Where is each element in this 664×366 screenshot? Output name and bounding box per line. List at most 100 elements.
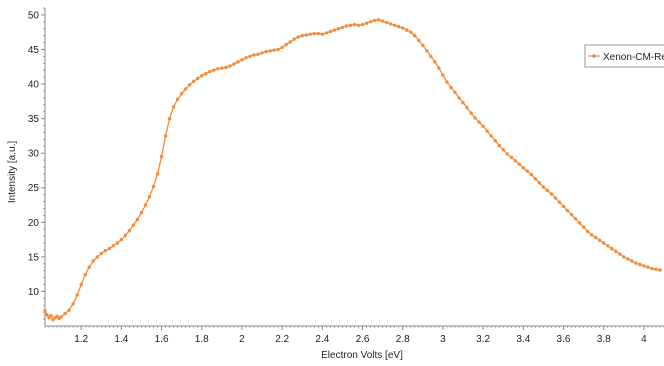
data-point (43, 309, 47, 313)
data-point (477, 120, 481, 124)
data-point (119, 237, 124, 242)
data-point (280, 45, 284, 50)
data-point (585, 229, 590, 233)
data-point (385, 20, 389, 25)
y-tick-label: 40 (28, 80, 40, 91)
y-axis-title: Intensity [a.u.] (7, 141, 18, 203)
data-point (284, 42, 288, 47)
data-point (352, 22, 357, 27)
data-point (288, 40, 292, 44)
series-line (44, 19, 661, 321)
data-point (171, 105, 176, 109)
data-point (316, 31, 320, 36)
data-point (473, 116, 477, 120)
data-point (493, 139, 497, 143)
data-point (304, 33, 308, 37)
x-tick-label: 2.6 (356, 334, 370, 345)
data-point (143, 203, 148, 207)
data-point (437, 66, 441, 70)
y-tick-label: 35 (28, 114, 40, 125)
data-point (425, 49, 429, 53)
data-point (634, 261, 638, 265)
data-point (260, 51, 264, 55)
y-tick-label: 50 (28, 10, 40, 21)
data-point (248, 54, 252, 59)
data-point (324, 31, 329, 35)
data-point (529, 172, 534, 177)
series-xenon-cm-re (43, 18, 662, 322)
data-point (232, 62, 236, 66)
data-point (497, 143, 501, 148)
data-point (147, 195, 152, 199)
data-point (83, 273, 87, 277)
data-point (67, 308, 71, 312)
data-point (409, 30, 413, 34)
data-point (622, 255, 626, 259)
data-point (577, 221, 582, 225)
data-point (549, 192, 554, 196)
data-point (167, 116, 172, 121)
data-point (405, 28, 409, 32)
data-point (75, 293, 79, 297)
data-point (433, 60, 437, 64)
x-tick-label: 3.6 (557, 334, 571, 345)
data-point (356, 23, 361, 27)
data-point (380, 19, 385, 23)
data-point (320, 32, 324, 36)
data-point (614, 249, 618, 253)
data-point (332, 28, 337, 32)
data-point (264, 49, 268, 54)
data-point (541, 185, 546, 189)
x-tick-label: 2.8 (396, 334, 410, 345)
data-point (163, 134, 168, 138)
data-point (401, 26, 405, 30)
data-point (192, 79, 196, 84)
data-point (59, 315, 63, 319)
data-point (340, 25, 345, 30)
x-tick-label: 3.2 (476, 334, 490, 345)
data-point (224, 65, 228, 70)
data-point (364, 21, 369, 25)
data-point (449, 85, 453, 90)
data-point (485, 129, 489, 133)
data-point (71, 302, 75, 306)
data-point (565, 208, 570, 213)
data-point (256, 52, 260, 56)
y-tick-label: 15 (28, 252, 40, 263)
y-axis-ticks: 10 15 20 25 30 35 40 45 50 (28, 7, 45, 320)
data-point (429, 54, 433, 59)
data-point (413, 34, 417, 38)
legend: Xenon-CM-Re (584, 44, 664, 68)
data-point (252, 53, 256, 57)
data-point (79, 282, 83, 287)
data-point (618, 252, 622, 256)
data-point (276, 47, 280, 52)
data-point (598, 238, 602, 242)
data-point (240, 58, 244, 62)
data-point (469, 111, 473, 115)
data-point (372, 18, 377, 23)
data-point (489, 134, 493, 138)
legend-marker (592, 54, 596, 58)
data-point (545, 188, 550, 193)
data-point (376, 18, 381, 22)
data-point (602, 241, 606, 245)
data-point (344, 24, 349, 28)
x-tick-label: 1.2 (74, 334, 88, 345)
data-point (525, 169, 529, 173)
data-point (220, 66, 224, 70)
data-point (139, 210, 144, 215)
data-point (360, 22, 365, 27)
x-axis-ticks: 1.2 1.4 1.6 1.8 2 2.2 2.4 2.6 2.8 3 3.2 3.4 3.6 3.8 4 (44, 326, 664, 345)
data-point (465, 105, 469, 110)
data-point (445, 80, 449, 84)
x-tick-label: 3.4 (516, 334, 530, 345)
data-point (107, 246, 112, 251)
data-point (453, 90, 457, 95)
data-point (393, 23, 397, 27)
data-point (594, 235, 598, 240)
data-point (461, 101, 465, 105)
x-tick-label: 1.4 (114, 334, 128, 345)
data-point (127, 228, 132, 233)
